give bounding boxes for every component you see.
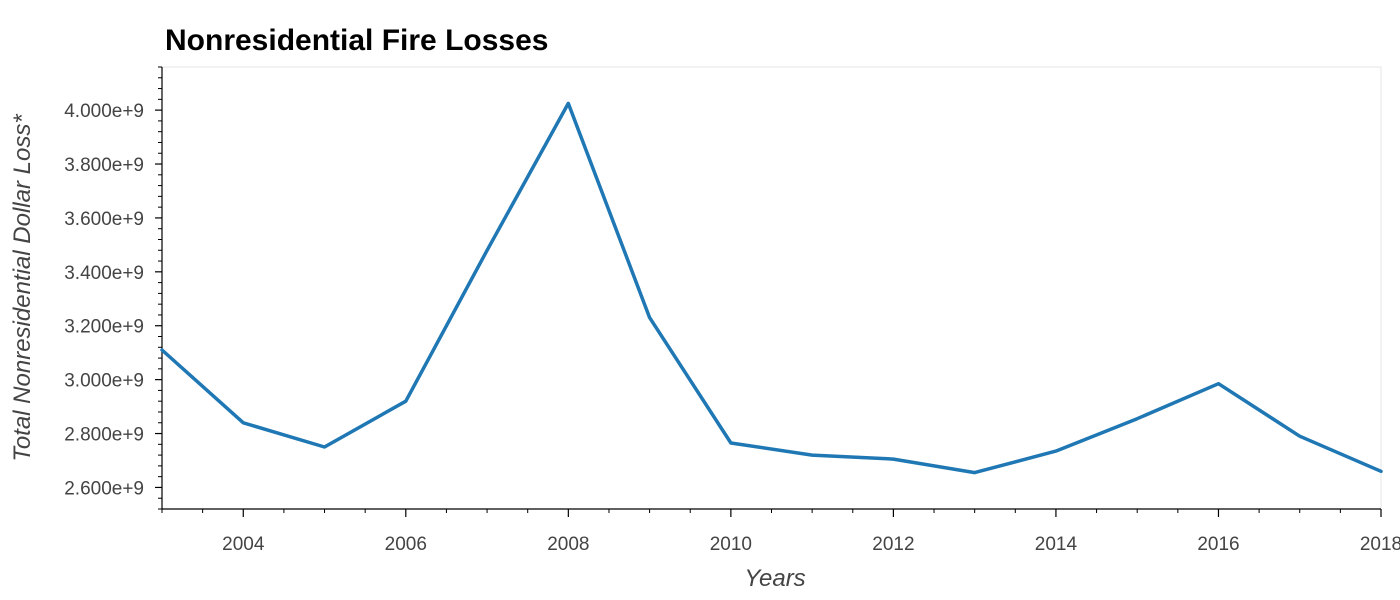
x-axis-label: Years xyxy=(744,565,805,592)
x-tick-label: 2012 xyxy=(872,534,914,555)
plot-area xyxy=(161,66,1382,510)
y-tick-label: 3.600e+9 xyxy=(64,209,144,230)
x-tick-label: 2006 xyxy=(385,534,427,555)
x-tick-label: 2004 xyxy=(222,534,265,555)
x-tick-label: 2018 xyxy=(1360,534,1400,555)
y-tick-label: 3.000e+9 xyxy=(64,371,144,392)
series-line xyxy=(160,101,1383,475)
x-tick-label: 2016 xyxy=(1197,534,1239,555)
y-axis: 2.600e+9 2.800e+9 3.000e+9 3.200e+9 3.400e+9… xyxy=(64,66,163,510)
y-tick-label: 2.800e+9 xyxy=(64,425,144,446)
y-tick-label: 2.600e+9 xyxy=(64,478,144,499)
y-tick-label: 3.400e+9 xyxy=(64,263,144,284)
y-axis-label: Total Nonresidential Dollar Loss* xyxy=(9,114,36,462)
x-tick-label: 2010 xyxy=(710,534,752,555)
y-tick-label: 3.200e+9 xyxy=(64,317,144,338)
x-tick-label: 2014 xyxy=(1035,534,1078,555)
y-tick-label: 3.800e+9 xyxy=(64,155,144,176)
chart-title: Nonresidential Fire Losses xyxy=(165,24,548,57)
y-tick-label: 4.000e+9 xyxy=(64,101,144,122)
x-tick-label: 2008 xyxy=(547,534,589,555)
series-layer xyxy=(160,101,1383,475)
x-axis: 2004 2006 2008 2010 2012 2014 2016 2018 xyxy=(161,508,1400,555)
